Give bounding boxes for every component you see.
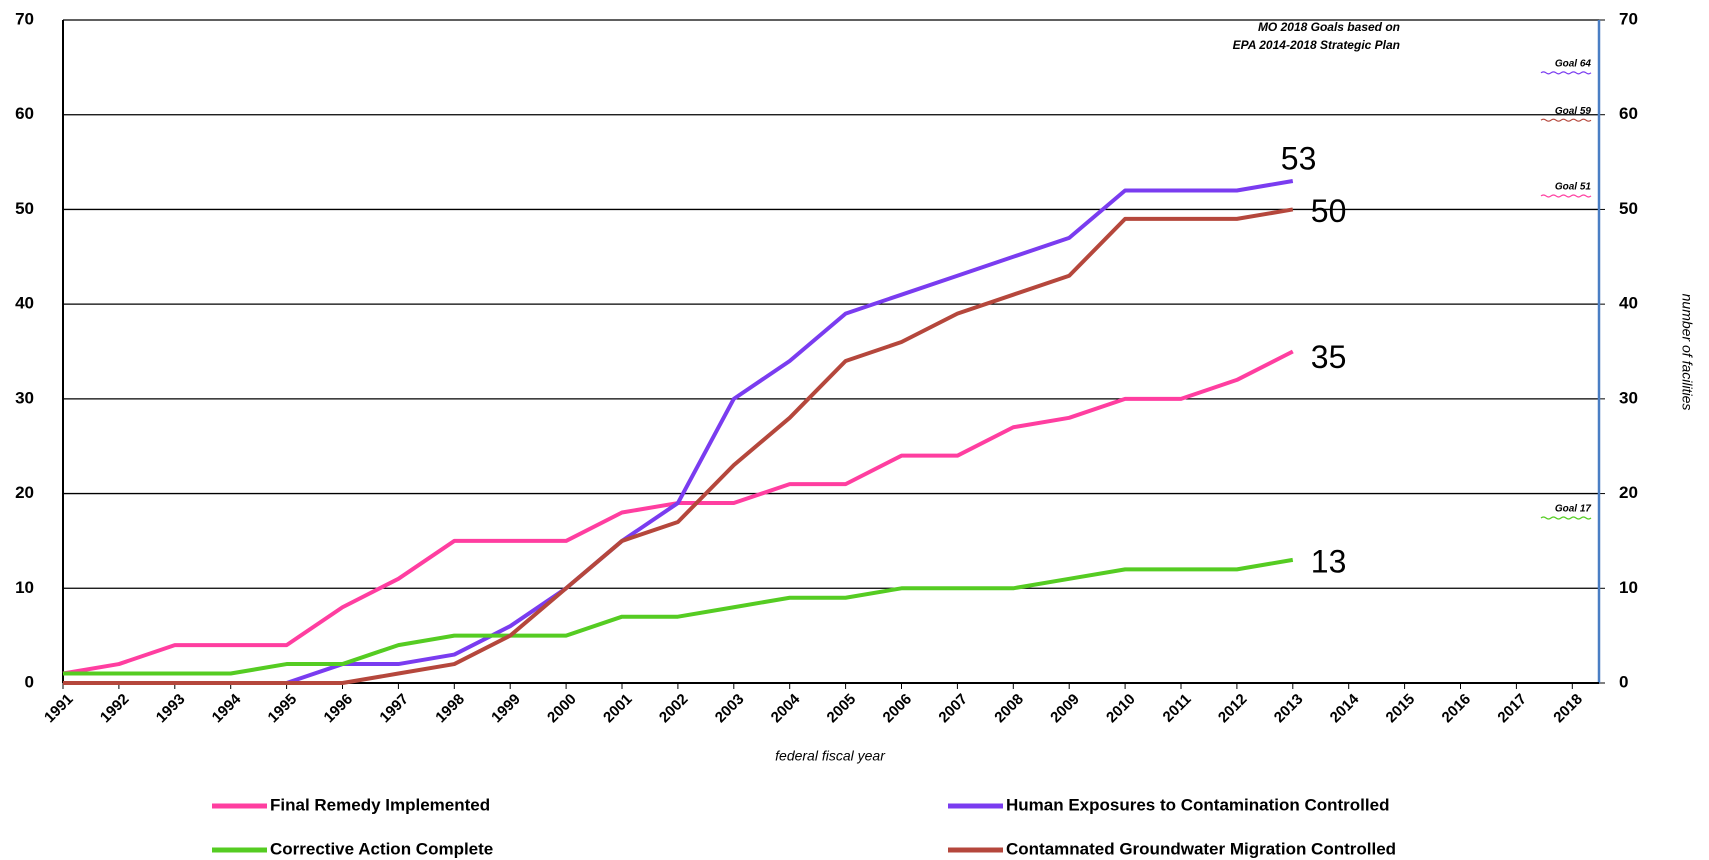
- x-tick-label: 2011: [1160, 691, 1195, 726]
- x-tick-label: 2005: [824, 691, 860, 727]
- legend-label: Final Remedy Implemented: [270, 795, 490, 814]
- legend-label: Human Exposures to Contamination Control…: [1006, 795, 1389, 814]
- x-tick-label: 2001: [600, 691, 636, 727]
- y-tick-label: 30: [15, 388, 34, 407]
- y-tick-label: 40: [15, 294, 34, 313]
- y2-tick-label: 30: [1619, 388, 1638, 407]
- legend-label: Contamnated Groundwater Migration Contro…: [1006, 839, 1396, 858]
- data-label: 35: [1311, 339, 1347, 375]
- x-tick-label: 1992: [97, 691, 133, 727]
- y2-tick-label: 20: [1619, 483, 1638, 502]
- x-tick-label: 1997: [376, 691, 412, 727]
- x-tick-label: 1995: [265, 691, 301, 727]
- x-tick-label: 2013: [1271, 691, 1307, 727]
- goal-label: Goal 17: [1555, 504, 1592, 515]
- x-tick-label: 2018: [1550, 691, 1586, 727]
- goal-mark: [1540, 118, 1592, 122]
- x-tick-label: 1998: [432, 691, 468, 727]
- x-tick-label: 2016: [1439, 691, 1475, 727]
- series-line: [63, 557, 1294, 676]
- annotation: EPA 2014-2018 Strategic Plan: [1233, 38, 1400, 52]
- y-tick-label: 20: [15, 483, 34, 502]
- series-line: [63, 179, 1294, 685]
- series-line: [62, 349, 1294, 676]
- y2-tick-label: 60: [1619, 104, 1638, 123]
- legend-label: Corrective Action Complete: [270, 839, 493, 858]
- x-tick-label: 2008: [991, 691, 1027, 727]
- data-label: 53: [1281, 140, 1317, 176]
- x-tick-label: 2000: [544, 691, 580, 727]
- x-tick-label: 1993: [153, 691, 189, 727]
- x-tick-label: 1994: [209, 690, 245, 726]
- x-tick-label: 2012: [1215, 691, 1251, 727]
- y2-tick-label: 0: [1619, 672, 1628, 691]
- series-line: [63, 207, 1294, 685]
- y2-axis-label: number of facilities: [1679, 294, 1695, 411]
- x-tick-label: 2017: [1494, 691, 1530, 727]
- x-tick-label: 2014: [1327, 690, 1363, 726]
- y2-tick-label: 40: [1619, 294, 1638, 313]
- x-tick-label: 2006: [880, 691, 916, 727]
- x-tick-label: 2004: [768, 690, 804, 726]
- y2-tick-label: 10: [1619, 578, 1638, 597]
- y-tick-label: 70: [15, 9, 34, 28]
- y-tick-label: 50: [15, 199, 34, 218]
- goal-label: Goal 64: [1555, 58, 1592, 69]
- goal-mark: [1540, 516, 1592, 520]
- x-tick-label: 2009: [1047, 691, 1083, 727]
- data-label: 50: [1311, 193, 1347, 229]
- x-tick-label: 2007: [935, 691, 971, 727]
- x-tick-label: 2002: [656, 691, 692, 727]
- x-tick-label: 1991: [41, 691, 77, 727]
- y-tick-label: 10: [15, 578, 34, 597]
- goal-label: Goal 51: [1555, 182, 1592, 193]
- x-tick-label: 2003: [712, 691, 748, 727]
- x-tick-label: 1999: [488, 691, 524, 727]
- y2-tick-label: 70: [1619, 9, 1638, 28]
- y2-tick-label: 50: [1619, 199, 1638, 218]
- goal-label: Goal 59: [1555, 106, 1592, 117]
- x-axis-label: federal fiscal year: [775, 748, 886, 764]
- x-tick-label: 2010: [1103, 691, 1139, 727]
- goal-mark: [1540, 71, 1592, 75]
- annotation: MO 2018 Goals based on: [1258, 20, 1400, 34]
- x-tick-label: 2015: [1383, 691, 1419, 727]
- x-tick-label: 1996: [321, 691, 357, 727]
- goal-mark: [1540, 194, 1592, 198]
- y-tick-label: 0: [25, 672, 34, 691]
- data-label: 13: [1311, 543, 1347, 579]
- y-tick-label: 60: [15, 104, 34, 123]
